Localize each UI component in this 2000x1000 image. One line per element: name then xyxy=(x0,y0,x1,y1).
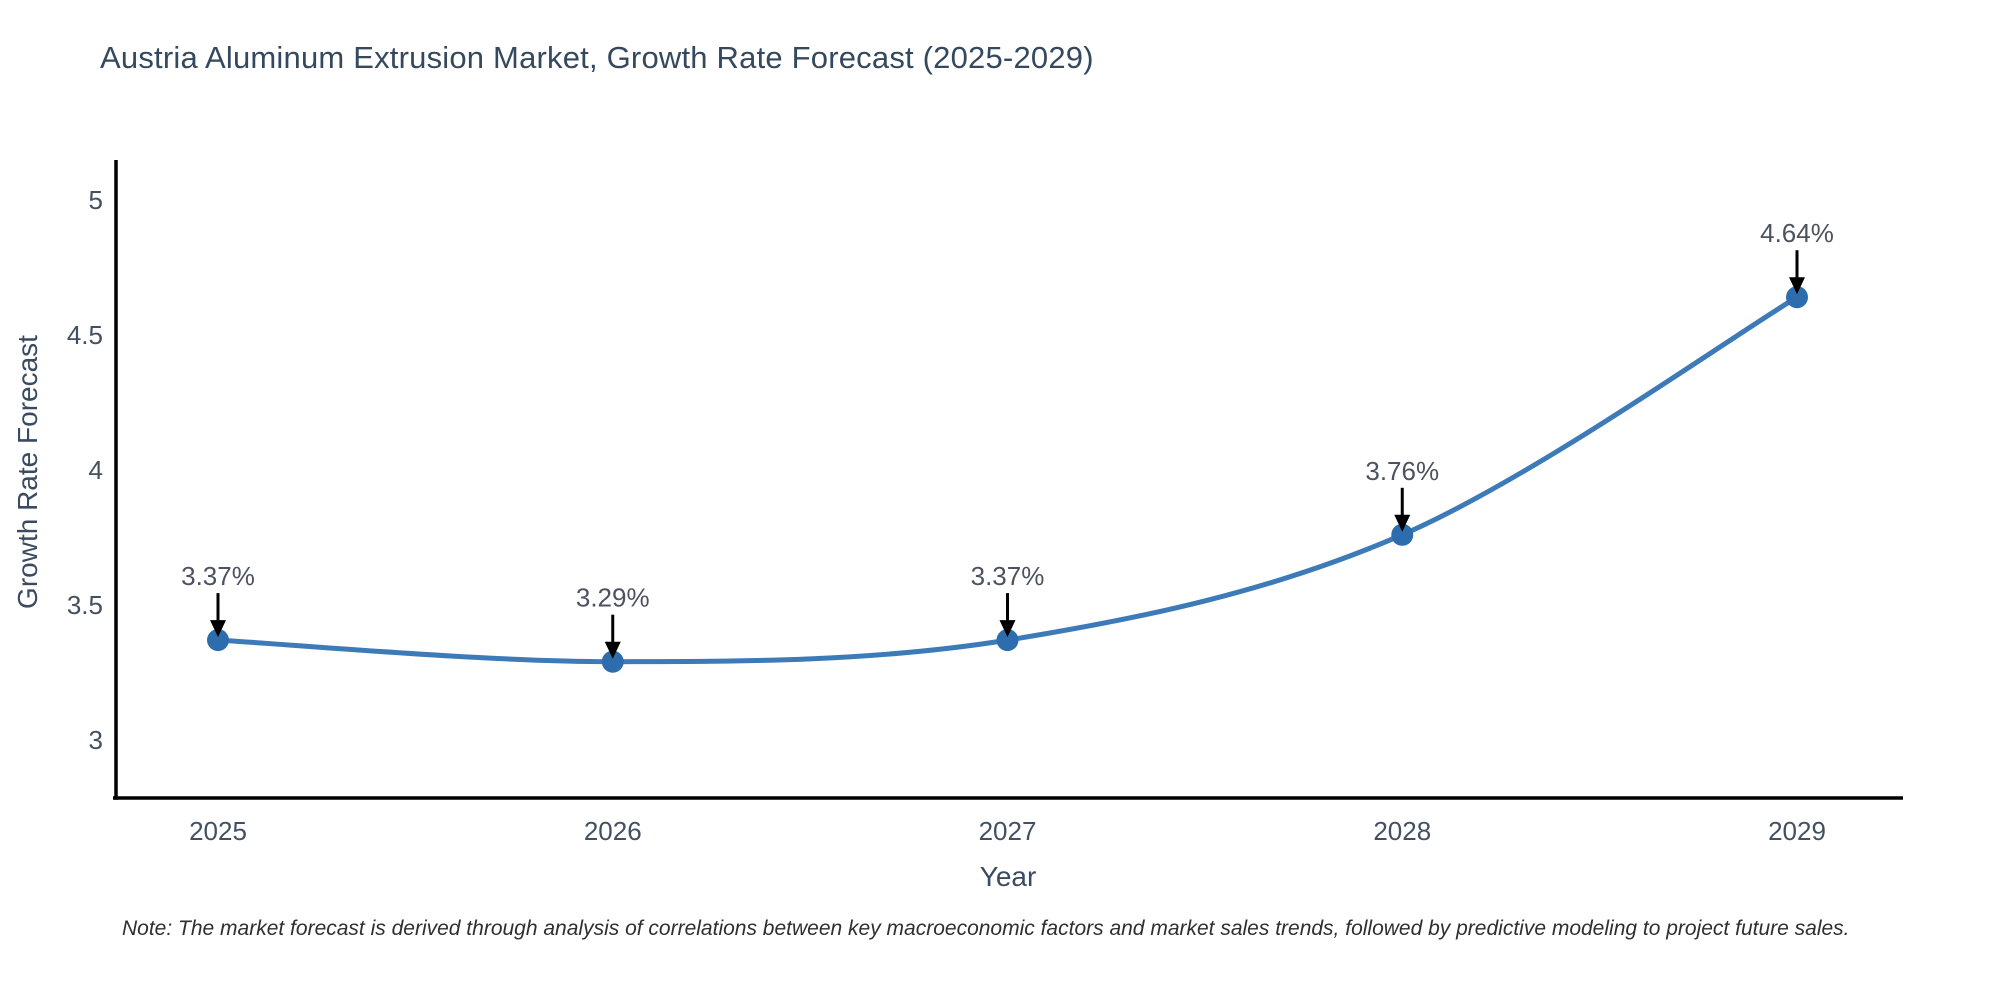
annotation-arrow-head xyxy=(604,641,621,659)
x-tick-label: 2025 xyxy=(189,816,247,846)
data-point-marker xyxy=(601,650,624,673)
data-point-label: 3.37% xyxy=(971,561,1045,591)
chart-title: Austria Aluminum Extrusion Market, Growt… xyxy=(100,40,1094,75)
data-point-marker xyxy=(996,629,1019,652)
annotation-arrow-head xyxy=(1789,277,1805,295)
annotation-arrow-head xyxy=(1394,514,1411,532)
data-point-label: 3.76% xyxy=(1365,456,1439,486)
annotation-arrow-head xyxy=(999,620,1016,638)
data-point-label: 4.64% xyxy=(1760,218,1834,248)
annotation-arrow-head xyxy=(210,620,226,638)
y-tick-label: 3 xyxy=(89,725,103,755)
y-tick-label: 4.5 xyxy=(67,320,103,350)
y-tick-label: 5 xyxy=(89,185,103,215)
x-tick-label: 2026 xyxy=(584,816,642,846)
y-axis-title: Growth Rate Forecast xyxy=(12,335,43,609)
data-point-label: 3.29% xyxy=(576,583,650,613)
y-tick-label: 3.5 xyxy=(67,590,103,620)
data-point-label: 3.37% xyxy=(181,561,255,591)
x-tick-label: 2029 xyxy=(1768,816,1826,846)
data-point-marker xyxy=(1391,523,1414,546)
x-axis-title: Year xyxy=(979,861,1037,892)
data-point-marker xyxy=(1786,286,1808,309)
x-tick-label: 2027 xyxy=(979,816,1037,846)
y-tick-label: 4 xyxy=(89,455,103,485)
x-tick-label: 2028 xyxy=(1373,816,1431,846)
chart-note: Note: The market forecast is derived thr… xyxy=(122,917,1850,940)
data-point-marker xyxy=(207,629,229,652)
